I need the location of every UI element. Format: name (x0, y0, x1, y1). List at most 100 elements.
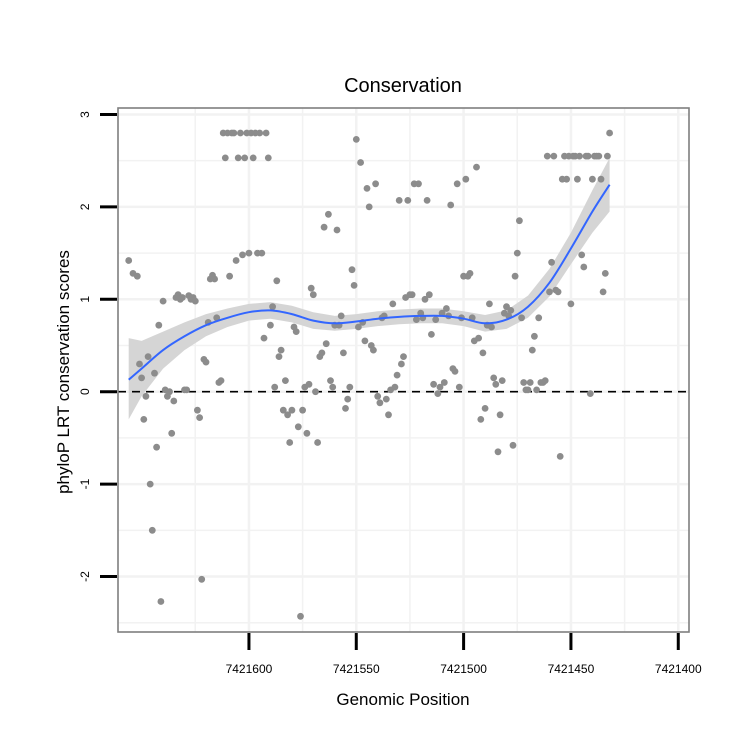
data-point (234, 154, 242, 162)
data-point (370, 346, 377, 354)
data-point (140, 416, 148, 423)
data-point (398, 360, 405, 368)
x-tick-label: 7421400 (655, 662, 702, 676)
data-point (606, 129, 613, 137)
data-point (230, 129, 238, 137)
data-point (264, 154, 272, 162)
data-point (307, 284, 315, 292)
data-point (142, 392, 150, 400)
data-point (155, 321, 163, 329)
x-axis-label: Genomic Position (336, 690, 469, 709)
data-point (363, 185, 371, 192)
data-point (146, 480, 154, 488)
data-point (125, 257, 133, 264)
data-point (507, 307, 515, 314)
data-point (183, 386, 191, 394)
data-point (286, 439, 294, 446)
data-point (389, 300, 397, 308)
data-point (144, 353, 152, 360)
data-point (271, 383, 279, 391)
data-point (318, 349, 326, 357)
data-point (157, 598, 165, 605)
data-point (342, 405, 349, 412)
data-point (202, 358, 210, 366)
data-point (288, 406, 296, 414)
data-point (492, 380, 500, 388)
data-point (213, 314, 221, 322)
data-point (273, 277, 281, 285)
data-point (526, 379, 534, 386)
y-axis-ticks: -2 -1 0 1 2 3 (78, 111, 117, 582)
data-point (599, 288, 607, 296)
data-point (151, 369, 158, 377)
data-point (211, 275, 219, 283)
data-point (477, 416, 485, 423)
data-point (320, 223, 328, 231)
data-point (490, 374, 498, 382)
data-point (239, 251, 246, 259)
data-point (166, 388, 173, 396)
data-point (531, 332, 538, 340)
data-point (597, 175, 605, 183)
data-point (361, 337, 369, 345)
y-axis-label: phyloP LRT conservation scores (54, 250, 73, 494)
data-point (282, 377, 289, 384)
data-point (299, 406, 306, 414)
data-point (309, 291, 317, 299)
data-point (179, 294, 186, 301)
data-point (604, 152, 611, 160)
data-point (267, 321, 274, 329)
data-point (241, 154, 249, 162)
data-point (511, 272, 519, 280)
y-tick-label: -2 (78, 571, 92, 582)
data-point (262, 129, 270, 137)
chart-title: Conservation (344, 75, 462, 97)
data-point (329, 383, 337, 391)
data-point (455, 383, 463, 391)
data-point (237, 129, 244, 137)
data-point (556, 453, 564, 460)
y-tick-label: 2 (78, 203, 92, 210)
data-point (586, 390, 594, 397)
data-point (221, 154, 229, 162)
data-point (496, 411, 504, 419)
data-point (462, 175, 470, 183)
data-point (473, 163, 480, 171)
x-tick-label: 7421450 (548, 662, 595, 676)
data-point (413, 316, 420, 323)
data-point (194, 406, 201, 414)
data-point (148, 526, 156, 534)
data-point (518, 314, 525, 322)
data-point (226, 272, 234, 280)
data-point (550, 152, 558, 160)
data-point (284, 411, 291, 419)
data-point (453, 180, 461, 188)
data-point (494, 448, 502, 456)
scatter-points (125, 129, 613, 620)
data-point (543, 152, 551, 160)
y-tick-label: 3 (78, 111, 92, 118)
data-point (138, 374, 146, 382)
data-point (408, 291, 416, 299)
data-point (601, 270, 609, 277)
data-point (333, 226, 341, 234)
data-point (376, 399, 384, 407)
data-point (275, 353, 283, 360)
data-point (325, 210, 332, 218)
data-point (436, 383, 444, 391)
data-point (428, 331, 435, 338)
data-point (269, 303, 276, 311)
data-point (352, 136, 360, 143)
data-point (292, 328, 300, 335)
data-point (340, 349, 347, 357)
data-point (488, 323, 495, 331)
data-point (196, 414, 204, 421)
data-point (466, 270, 474, 277)
data-point (337, 312, 345, 320)
data-point (260, 334, 268, 342)
confidence-band-area (128, 157, 610, 420)
data-point (451, 368, 459, 375)
data-point (256, 129, 264, 137)
data-point (322, 340, 330, 348)
data-point (574, 175, 581, 183)
